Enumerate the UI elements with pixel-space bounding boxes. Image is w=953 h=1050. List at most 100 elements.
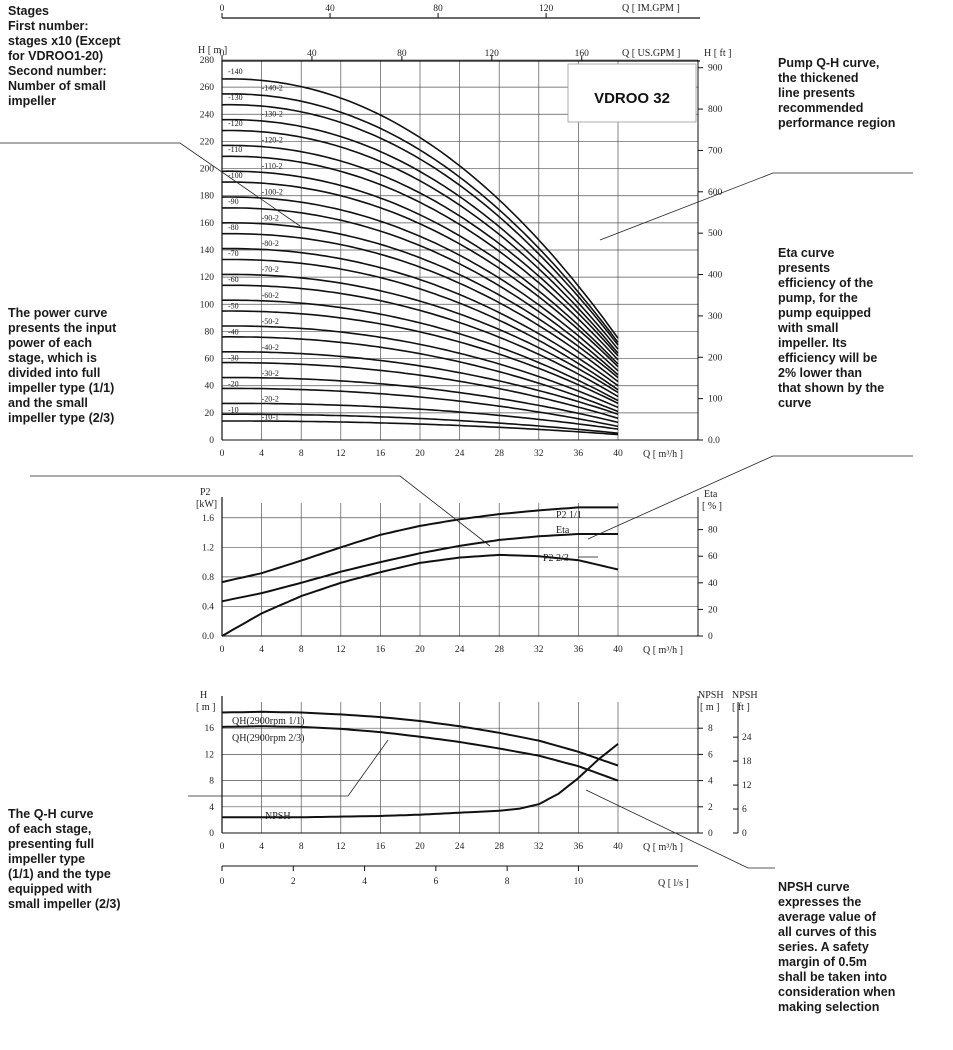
stage-curve: [222, 118, 619, 350]
pump-qh-annotation: Pump Q-H curve, the thickened line prese…: [778, 56, 896, 130]
x-tick-label: 16: [376, 449, 386, 459]
y-tick-label: 260: [200, 83, 215, 93]
title-box: [567, 63, 697, 123]
series-label: P2 1/1: [556, 510, 582, 521]
y-tick-label: 180: [200, 192, 215, 202]
top-us-tick-label: 80: [397, 49, 407, 59]
y-right-tick-label: 900: [708, 64, 723, 74]
y-tick-label: 0.8: [202, 573, 214, 583]
top-im-tick-label: 120: [539, 4, 554, 14]
y-tick-label: 140: [200, 246, 215, 256]
y-axis-right2-label: NPSH: [732, 690, 758, 701]
x-tick-label: 0: [220, 449, 225, 459]
stage-label: -60: [228, 275, 239, 284]
y-right2-tick-label: 6: [742, 805, 747, 815]
stage-label: -130: [228, 93, 243, 102]
x-tick-label: 24: [455, 645, 465, 655]
x2-tick-label: 6: [433, 877, 438, 887]
y-right-tick-label: 0: [708, 632, 713, 642]
series-line: [221, 533, 618, 603]
y-tick-label: 220: [200, 137, 215, 147]
y-right-tick-label: 0.0: [708, 436, 720, 446]
x-tick-label: 32: [534, 449, 544, 459]
x-tick-label: 0: [220, 645, 225, 655]
stage-curve: [221, 170, 619, 365]
y-right-tick-label: 300: [708, 312, 723, 322]
x2-axis-label: Q [ l/s ]: [658, 878, 689, 889]
stage-label: -40: [228, 327, 239, 336]
x-tick-label: 4: [259, 449, 264, 459]
stage-curve: [222, 325, 619, 409]
y-axis-unit: [ m ]: [196, 702, 215, 713]
chart-title: VDROO 32: [594, 90, 670, 107]
x2-tick-label: 2: [291, 877, 296, 887]
stage-curve: [221, 155, 619, 361]
y-tick-label: 240: [200, 110, 215, 120]
stage-label: -10: [228, 405, 239, 414]
stage-curve: [222, 232, 619, 383]
y-tick-label: 12: [205, 750, 215, 760]
y-right-tick-label: 800: [708, 105, 723, 115]
y-axis-right-label: NPSH: [698, 690, 724, 701]
y-right-tick-label: 2: [708, 803, 713, 813]
y-tick-label: 20: [205, 409, 215, 419]
stage-curve: [222, 413, 619, 434]
stage-curve: [222, 93, 619, 343]
x-tick-label: 16: [376, 842, 386, 852]
y-axis-right-unit: [ % ]: [702, 501, 722, 512]
x-tick-label: 4: [259, 842, 264, 852]
y-tick-label: 16: [205, 724, 215, 734]
y-tick-label: 80: [205, 327, 215, 337]
y-axis-label: H: [200, 690, 207, 701]
x-tick-label: 24: [455, 842, 465, 852]
stage-label: -50-2: [262, 317, 279, 326]
y-right-tick-label: 8: [708, 724, 713, 734]
x-tick-label: 8: [299, 449, 304, 459]
y-tick-label: 0.4: [202, 602, 214, 612]
top-us-tick-label: 120: [485, 49, 500, 59]
eta-curve-annotation: Eta curve presents efficiency of the pum…: [778, 246, 885, 410]
y-tick-label: 0: [209, 436, 214, 446]
y-axis-unit: [kW]: [196, 499, 217, 510]
y-right-tick-label: 200: [708, 353, 723, 363]
stage-curve: [221, 144, 619, 357]
stage-label: -70: [228, 249, 239, 258]
y-tick-label: 280: [200, 56, 215, 66]
qh-curve-annotation: The Q-H curve of each stage, presenting …: [8, 807, 121, 911]
x-tick-label: 32: [534, 645, 544, 655]
stage-label: -20-2: [262, 395, 279, 404]
series-label: Eta: [556, 525, 570, 536]
stage-label: -100-2: [262, 187, 283, 196]
stage-label: -60-2: [262, 291, 279, 300]
series-line: [222, 743, 619, 819]
x-tick-label: 36: [574, 842, 584, 852]
stage-label: -140: [228, 67, 243, 76]
y-right-tick-label: 60: [708, 552, 718, 562]
series-line: [221, 710, 619, 767]
y-right-tick-label: 40: [708, 579, 718, 589]
x-tick-label: 12: [336, 449, 346, 459]
annotation-leader: [599, 172, 913, 241]
x-tick-label: 4: [259, 645, 264, 655]
stage-curve: [221, 129, 619, 354]
stage-curve: [221, 103, 619, 346]
x2-tick-label: 0: [220, 877, 225, 887]
x-tick-label: 20: [415, 645, 425, 655]
x-axis-label: Q [ m³/h ]: [643, 842, 683, 853]
y-tick-label: 1.2: [202, 543, 214, 553]
series-label: QH(2900rpm 2/3): [232, 733, 305, 744]
top-us-tick-label: 160: [575, 49, 590, 59]
top-us-tick-label: 0: [220, 49, 225, 59]
y-tick-label: 100: [200, 300, 215, 310]
stage-curve: [222, 273, 619, 394]
x-axis-label: Q [ m³/h ]: [643, 645, 683, 656]
x-axis-label: Q [ m³/h ]: [643, 449, 683, 460]
stage-curve: [221, 78, 619, 339]
y-right-tick-label: 4: [708, 777, 713, 787]
y-axis-right-label: H [ ft ]: [704, 48, 732, 59]
y-right-tick-label: 6: [708, 750, 713, 760]
series-line: [221, 506, 618, 584]
y-right-tick-label: 600: [708, 188, 723, 198]
series-label: QH(2900rpm 1/1): [232, 716, 305, 727]
stage-curve: [222, 299, 619, 402]
